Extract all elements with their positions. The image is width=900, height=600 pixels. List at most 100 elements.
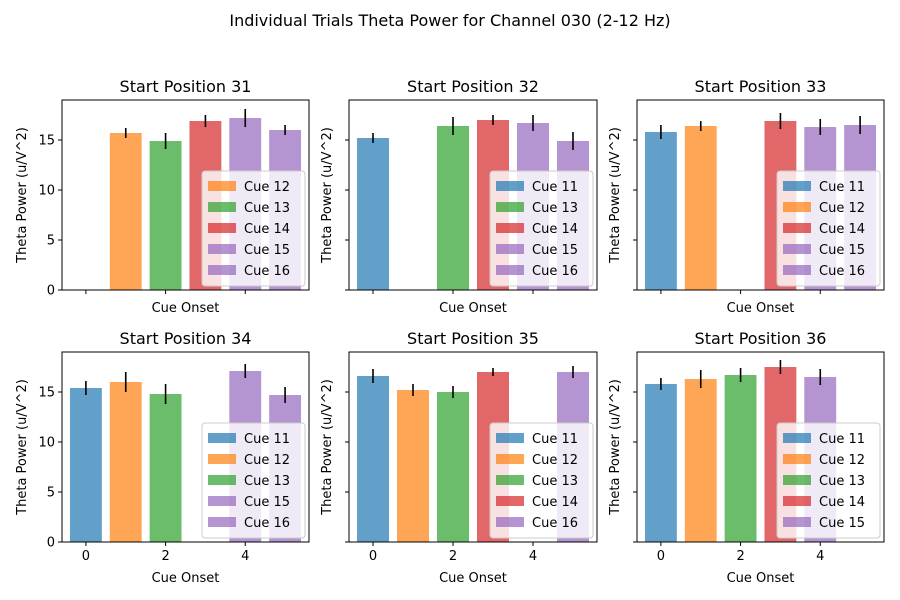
bar — [109, 382, 142, 542]
x-axis-label: Cue Onset — [152, 571, 220, 586]
subplot-title: Start Position 36 — [695, 329, 827, 348]
legend-label: Cue 13 — [819, 474, 865, 489]
legend-swatch — [496, 433, 524, 443]
y-tick-label: 5 — [47, 486, 55, 501]
bar — [69, 388, 102, 542]
legend-label: Cue 13 — [244, 474, 290, 489]
y-axis-label: Theta Power (u/V^2) — [608, 127, 623, 264]
legend: Cue 11 Cue 12 Cue 13 Cue 15 Cue 16 — [201, 422, 306, 539]
legend-label: Cue 13 — [244, 201, 290, 216]
y-tick-label: 5 — [47, 234, 55, 249]
legend-box — [201, 422, 306, 539]
subplot-4: Start Position 34 0 5 10 15 0 2 4 Cue Onset Theta… — [15, 329, 310, 586]
legend-label: Cue 12 — [819, 201, 865, 216]
subplots-grid: Start Position 31 0 5 10 15 Cue Onset Theta Po… — [15, 77, 885, 586]
legend-label: Cue 16 — [244, 516, 290, 531]
legend-swatch — [208, 202, 236, 212]
x-tick-label: 4 — [241, 549, 249, 564]
legend-swatch — [496, 265, 524, 275]
figure-suptitle: Individual Trials Theta Power for Channe… — [229, 11, 670, 30]
legend-swatch — [783, 454, 811, 464]
legend-swatch — [783, 265, 811, 275]
legend-swatch — [496, 454, 524, 464]
legend-label: Cue 15 — [819, 516, 865, 531]
legend-swatch — [208, 244, 236, 254]
legend-swatch — [496, 181, 524, 191]
y-axis-label: Theta Power (u/V^2) — [320, 379, 335, 516]
x-tick-label: 2 — [449, 549, 457, 564]
legend: Cue 11 Cue 12 Cue 13 Cue 14 Cue 15 — [776, 422, 881, 539]
legend-swatch — [783, 475, 811, 485]
bar — [149, 394, 182, 542]
legend-label: Cue 15 — [819, 243, 865, 258]
subplot-title: Start Position 35 — [407, 329, 539, 348]
x-tick-label: 0 — [82, 549, 90, 564]
x-axis-label: Cue Onset — [439, 571, 507, 586]
legend-swatch — [496, 517, 524, 527]
legend-label: Cue 11 — [819, 432, 865, 447]
legend: Cue 11 Cue 12 Cue 13 Cue 14 Cue 16 — [489, 422, 594, 539]
legend-swatch — [208, 517, 236, 527]
legend: Cue 12 Cue 13 Cue 14 Cue 15 Cue 16 — [201, 170, 306, 287]
legend-label: Cue 12 — [819, 453, 865, 468]
x-axis-label: Cue Onset — [152, 301, 220, 316]
legend-swatch — [783, 181, 811, 191]
legend-swatch — [783, 223, 811, 233]
x-tick-label: 4 — [816, 549, 824, 564]
bar — [437, 392, 469, 542]
legend-box — [201, 170, 306, 287]
x-axis-label: Cue Onset — [727, 301, 795, 316]
legend-swatch — [208, 433, 236, 443]
x-tick-label: 0 — [657, 549, 665, 564]
legend-box — [776, 422, 881, 539]
bar — [397, 390, 429, 542]
bar — [357, 138, 389, 290]
legend-label: Cue 14 — [532, 222, 578, 237]
legend-swatch — [208, 496, 236, 506]
legend-swatch — [496, 202, 524, 212]
subplot-title: Start Position 34 — [120, 329, 252, 348]
bar — [644, 384, 677, 542]
legend-box — [776, 170, 881, 287]
subplot-3: Start Position 33 Cue Onset Theta Power (u… — [608, 77, 885, 316]
bar — [684, 126, 717, 290]
legend-label: Cue 15 — [244, 495, 290, 510]
legend-swatch — [496, 244, 524, 254]
y-tick-label: 0 — [47, 536, 55, 551]
legend-label: Cue 11 — [532, 180, 578, 195]
x-axis-label: Cue Onset — [439, 301, 507, 316]
legend-swatch — [208, 265, 236, 275]
legend-label: Cue 16 — [819, 264, 865, 279]
legend-swatch — [783, 202, 811, 212]
legend-label: Cue 16 — [244, 264, 290, 279]
legend-label: Cue 16 — [532, 516, 578, 531]
y-axis-label: Theta Power (u/V^2) — [608, 379, 623, 516]
legend-label: Cue 12 — [244, 453, 290, 468]
subplot-1: Start Position 31 0 5 10 15 Cue Onset Theta Po… — [15, 77, 310, 316]
bar — [644, 132, 677, 290]
subplot-5: Start Position 35 0 2 4 Cue Onset Theta Power… — [320, 329, 598, 586]
legend-box — [489, 170, 594, 287]
legend-label: Cue 15 — [532, 243, 578, 258]
x-axis-label: Cue Onset — [727, 571, 795, 586]
legend-label: Cue 13 — [532, 474, 578, 489]
bar — [357, 376, 389, 542]
y-tick-label: 15 — [38, 386, 55, 401]
x-tick-label: 2 — [161, 549, 169, 564]
axes-frame — [348, 99, 598, 291]
x-tick-label: 2 — [736, 549, 744, 564]
y-axis-label: Theta Power (u/V^2) — [320, 127, 335, 264]
legend-swatch — [496, 475, 524, 485]
axes-frame — [636, 99, 885, 291]
legend-label: Cue 16 — [532, 264, 578, 279]
legend-swatch — [208, 223, 236, 233]
legend-label: Cue 15 — [244, 243, 290, 258]
y-tick-label: 10 — [38, 184, 55, 199]
bar — [149, 141, 182, 290]
legend-swatch — [496, 496, 524, 506]
legend-label: Cue 13 — [532, 201, 578, 216]
legend-label: Cue 11 — [819, 180, 865, 195]
legend-label: Cue 14 — [819, 222, 865, 237]
subplot-6: Start Position 36 0 2 4 Cue Onset Theta Power… — [608, 329, 885, 586]
axes-frame — [348, 351, 598, 543]
